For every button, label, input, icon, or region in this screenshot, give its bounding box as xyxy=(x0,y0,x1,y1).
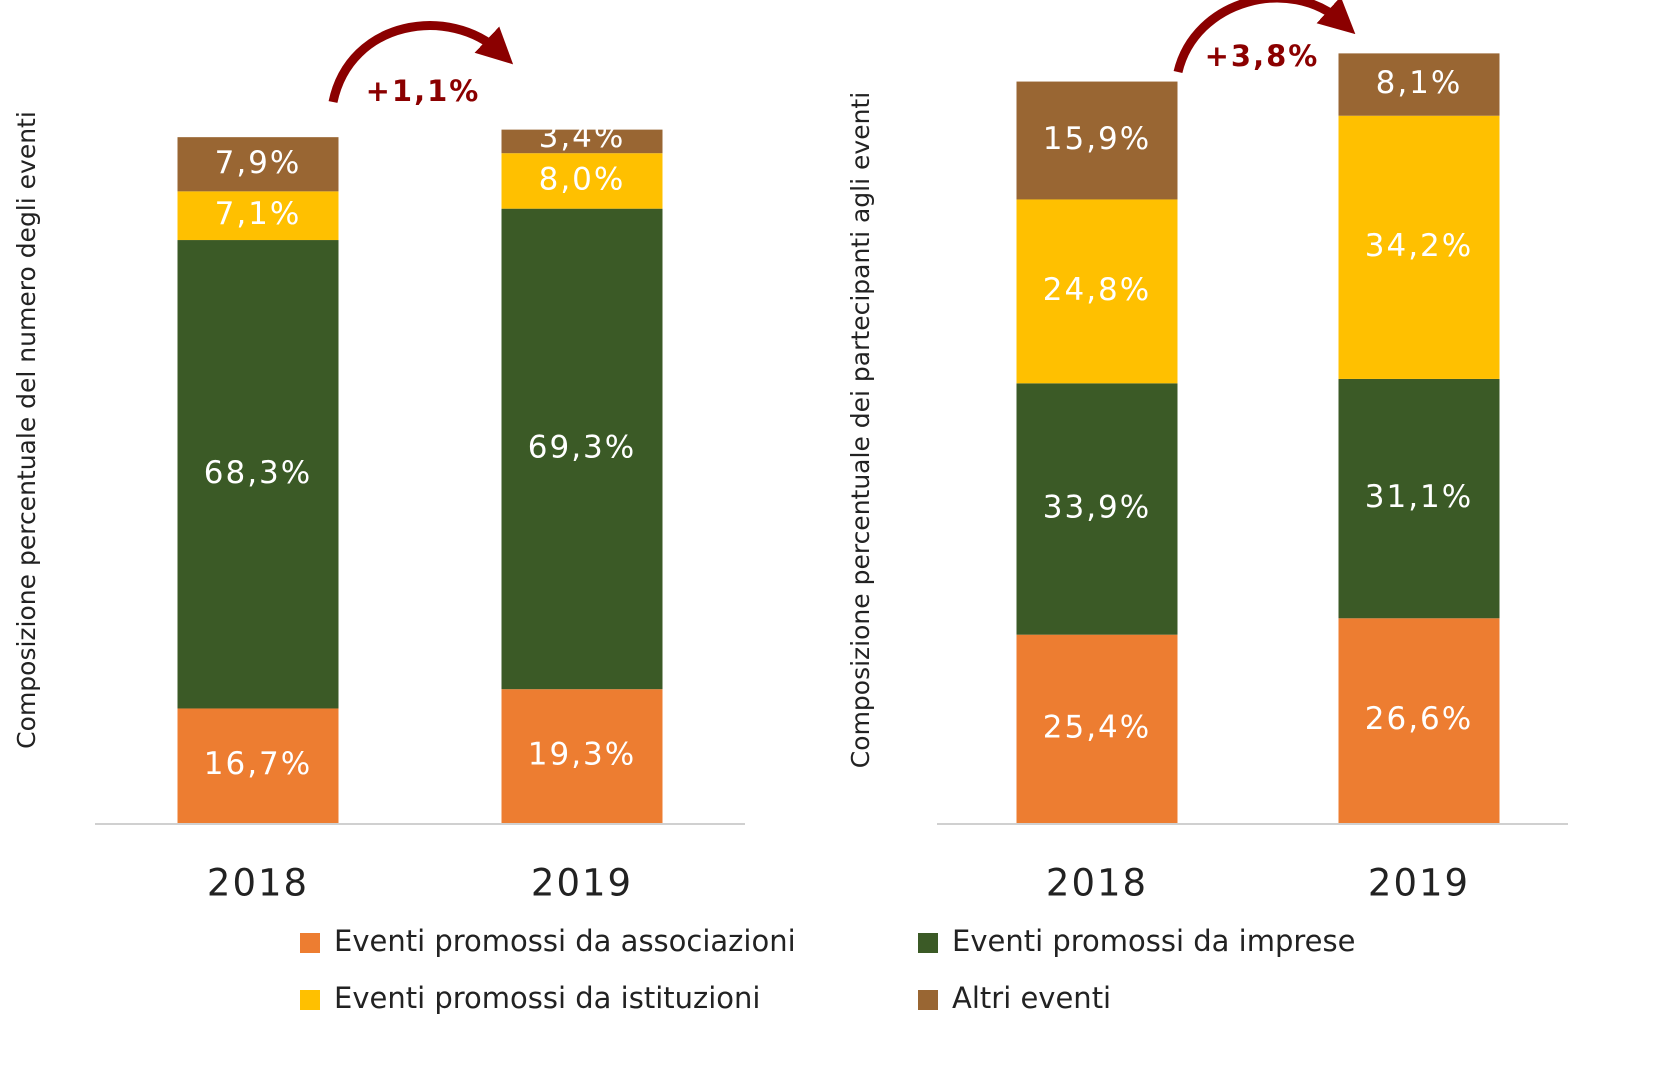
data-label: 15,9% xyxy=(1043,121,1151,157)
bar-segment xyxy=(177,137,339,192)
x-tick-label: 2018 xyxy=(1046,862,1148,905)
legend-label: Eventi promossi da imprese xyxy=(952,924,1355,958)
legend-swatch xyxy=(918,990,938,1010)
data-label: 31,1% xyxy=(1365,479,1473,515)
legend-label: Altri eventi xyxy=(952,981,1111,1015)
bar-segment xyxy=(1016,81,1178,200)
legend-swatch xyxy=(300,933,320,953)
data-label: 25,4% xyxy=(1043,709,1151,745)
data-label: 24,8% xyxy=(1043,272,1151,308)
bar-segment xyxy=(501,689,663,823)
annotation: +3,8% xyxy=(1205,39,1320,73)
data-label: 69,3% xyxy=(528,429,636,465)
bar-segment xyxy=(1338,378,1500,619)
bar-segment xyxy=(1016,634,1178,823)
bar-segment xyxy=(501,129,663,154)
bar-segment xyxy=(1338,618,1500,823)
data-label: 68,3% xyxy=(204,455,312,491)
x-tick-label: 2019 xyxy=(1368,862,1470,905)
bar-segment xyxy=(501,208,663,690)
bar-segment xyxy=(1338,53,1500,116)
x-tick-label: 2018 xyxy=(207,862,309,905)
data-label: 34,2% xyxy=(1365,228,1473,264)
data-label: 26,6% xyxy=(1365,701,1473,737)
bar-segment xyxy=(1338,115,1500,379)
legend-label: Eventi promossi da associazioni xyxy=(334,924,796,958)
data-label: 19,3% xyxy=(528,737,636,773)
data-label: 7,1% xyxy=(215,196,302,232)
data-label: 33,9% xyxy=(1043,489,1151,525)
legend-label: Eventi promossi da istituzioni xyxy=(334,981,760,1015)
data-label: 16,7% xyxy=(204,746,312,782)
annotation: +1,1% xyxy=(366,74,481,108)
bar-segment xyxy=(177,708,339,823)
growth-arrow xyxy=(1173,0,1356,74)
legend-swatch xyxy=(300,990,320,1010)
growth-arrow xyxy=(328,21,514,103)
bar-segment xyxy=(177,240,339,709)
data-label: 8,0% xyxy=(539,161,626,197)
x-tick-label: 2019 xyxy=(531,862,633,905)
bar-segment xyxy=(1016,199,1178,384)
data-label: 7,9% xyxy=(215,145,302,181)
data-label: 8,1% xyxy=(1376,65,1463,101)
legend-swatch xyxy=(918,933,938,953)
data-label: 3,4% xyxy=(539,119,626,155)
bar-segment xyxy=(177,191,339,241)
bar-segment xyxy=(1016,383,1178,635)
bar-segment xyxy=(501,153,663,209)
y-axis-label: Composizione percentuale dei partecipant… xyxy=(846,92,875,768)
y-axis-label: Composizione percentuale del numero degl… xyxy=(12,111,41,749)
